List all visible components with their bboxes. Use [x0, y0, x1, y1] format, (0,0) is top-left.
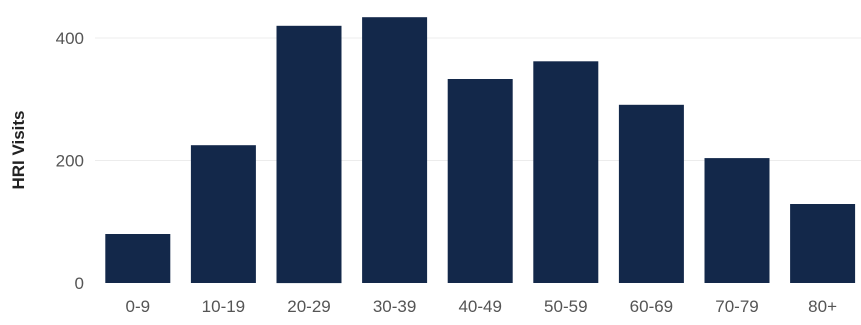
x-tick-label: 80+: [808, 297, 837, 316]
y-axis-ticks: 0 200 400: [56, 29, 84, 293]
y-tick-label: 0: [75, 274, 84, 293]
x-tick-label: 20-29: [287, 297, 330, 316]
bar-50-59: [533, 61, 599, 283]
y-tick-label: 200: [56, 152, 84, 171]
bar-30-39: [362, 17, 428, 283]
x-tick-label: 30-39: [373, 297, 416, 316]
x-tick-label: 40-49: [458, 297, 501, 316]
bar-20-29: [276, 25, 342, 284]
x-tick-label: 10-19: [202, 297, 245, 316]
y-axis-label: HRI Visits: [9, 110, 28, 189]
bar-0-9: [105, 234, 171, 283]
bar-10-19: [190, 145, 256, 283]
x-tick-label: 50-59: [544, 297, 587, 316]
x-tick-label: 0-9: [126, 297, 151, 316]
bar-70-79: [704, 158, 770, 283]
bar-80+: [790, 204, 856, 283]
x-axis-ticks: 0-9 10-19 20-29 30-39 40-49 50-59 60-69 70-79 80…: [126, 297, 838, 316]
bar-60-69: [618, 104, 684, 283]
x-tick-label: 60-69: [630, 297, 673, 316]
y-tick-label: 400: [56, 29, 84, 48]
bars: [105, 17, 856, 284]
x-tick-label: 70-79: [715, 297, 758, 316]
bar-40-49: [447, 79, 513, 283]
